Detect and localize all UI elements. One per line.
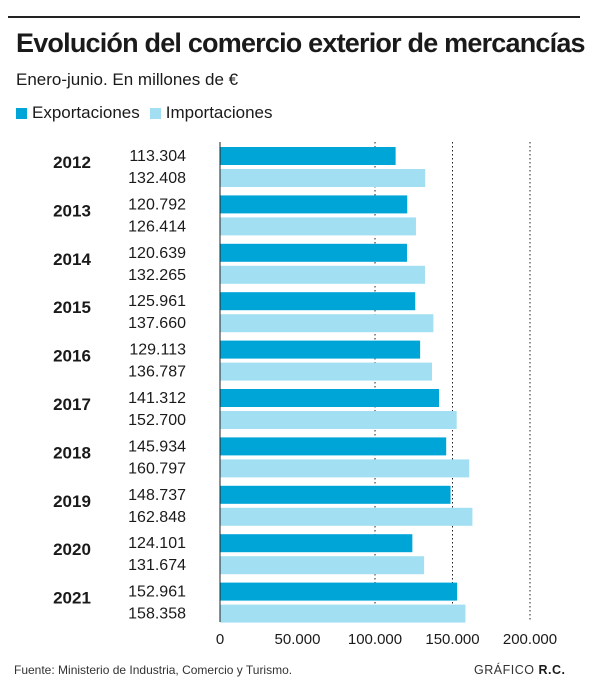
bar-chart: 2012 113.304 132.408 2013 120.792 126.414 2014… [53, 142, 557, 648]
value-label-exports: 141.312 [128, 390, 186, 407]
value-label-exports: 152.961 [128, 584, 186, 601]
value-label-imports: 126.414 [128, 218, 186, 235]
bar-exports [220, 195, 408, 214]
legend-item-exports: Exportaciones [16, 103, 140, 123]
value-label-imports: 132.408 [128, 170, 186, 187]
bar-exports [220, 582, 458, 601]
value-label-imports: 158.358 [128, 606, 186, 623]
chart-subtitle: Enero-junio. En millones de € [16, 70, 239, 89]
value-label-imports: 131.674 [128, 557, 186, 574]
chart-title: Evolución del comercio exterior de merca… [16, 28, 586, 58]
value-label-exports: 145.934 [128, 438, 186, 455]
credit-prefix: GRÁFICO [474, 663, 535, 677]
bar-imports [220, 507, 473, 526]
legend-item-imports: Importaciones [149, 103, 273, 123]
year-label: 2021 [53, 589, 91, 608]
year-label: 2020 [53, 540, 91, 559]
bar-imports [220, 217, 416, 236]
bar-exports [220, 147, 396, 165]
year-label: 2015 [53, 298, 91, 317]
year-label: 2017 [53, 395, 91, 414]
value-label-exports: 113.304 [129, 148, 186, 165]
value-label-exports: 120.792 [128, 196, 186, 213]
bar-exports [220, 485, 451, 504]
value-label-imports: 136.787 [128, 364, 186, 381]
value-label-exports: 124.101 [128, 535, 186, 552]
value-label-imports: 152.700 [128, 412, 186, 429]
x-tick-label: 100.000 [348, 631, 402, 648]
bar-imports [220, 604, 466, 623]
source-note: Fuente: Ministerio de Industria, Comerci… [14, 663, 293, 677]
credit: GRÁFICO R.C. [474, 663, 565, 677]
bar-imports [220, 314, 434, 333]
legend-swatch-imports [149, 107, 161, 119]
year-label: 2012 [53, 153, 91, 172]
value-label-exports: 148.737 [128, 487, 186, 504]
x-tick-label: 200.000 [503, 631, 557, 648]
x-tick-label: 50.000 [275, 631, 321, 648]
year-label: 2018 [53, 443, 91, 462]
legend: Exportaciones Importaciones [16, 103, 273, 123]
x-tick-label: 150.000 [425, 631, 479, 648]
year-label: 2016 [53, 347, 91, 366]
top-rule [8, 16, 580, 18]
bar-imports [220, 265, 426, 284]
bar-exports [220, 389, 440, 407]
bar-imports [220, 459, 470, 478]
value-label-imports: 162.848 [128, 509, 186, 526]
legend-label-imports: Importaciones [165, 103, 273, 122]
value-label-exports: 120.639 [128, 245, 186, 262]
bar-exports [220, 243, 407, 262]
bar-imports [220, 556, 425, 575]
credit-author: R.C. [538, 663, 566, 677]
year-label: 2014 [53, 250, 91, 269]
bar-imports [220, 411, 457, 429]
legend-label-exports: Exportaciones [32, 103, 140, 122]
value-label-exports: 125.961 [128, 293, 186, 310]
x-tick-label: 0 [216, 631, 224, 648]
legend-swatch-exports [16, 107, 27, 119]
bar-exports [220, 340, 421, 359]
value-label-exports: 129.113 [129, 342, 186, 359]
bar-exports [220, 437, 447, 456]
bar-imports [220, 169, 426, 187]
bar-exports [220, 534, 413, 553]
value-label-imports: 132.265 [128, 267, 186, 284]
value-label-imports: 160.797 [128, 460, 186, 477]
bar-exports [220, 292, 416, 311]
year-label: 2013 [53, 201, 91, 220]
value-label-imports: 137.660 [128, 315, 186, 332]
bar-imports [220, 362, 433, 381]
year-label: 2019 [53, 492, 91, 511]
